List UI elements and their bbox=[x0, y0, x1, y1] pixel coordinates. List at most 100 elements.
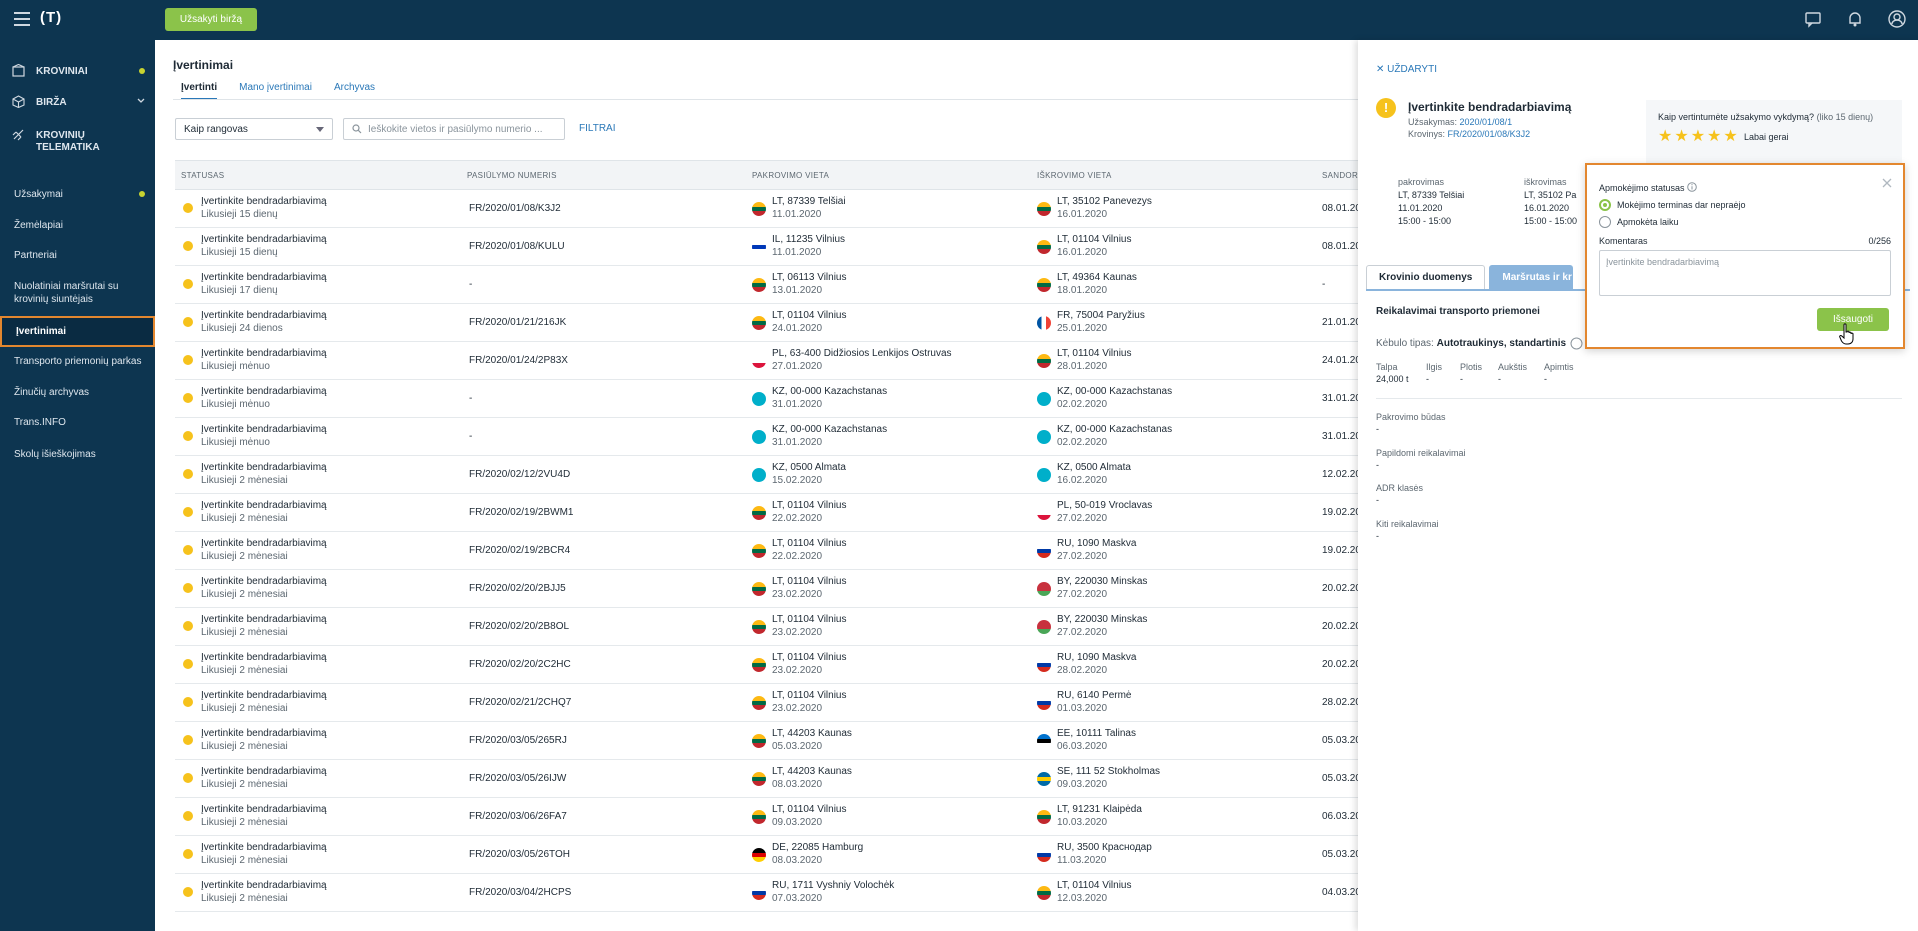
chevron-down-icon bbox=[137, 98, 145, 103]
table-row[interactable]: Įvertinkite bendradarbiavimą Likusieji 2 … bbox=[175, 798, 1361, 836]
sidebar-item-maps[interactable]: Žemėlapiai bbox=[0, 219, 155, 232]
close-button[interactable]: ✕ UŽDARYTI bbox=[1376, 64, 1437, 75]
table-row[interactable]: Įvertinkite bendradarbiavimą Likusieji 2 … bbox=[175, 874, 1361, 912]
warning-icon bbox=[183, 241, 193, 251]
status-time-left: Likusieji mėnuo bbox=[201, 399, 270, 410]
sidebar-item-label: Žinučių archyvas bbox=[14, 387, 90, 398]
unloading-place: LT, 01104 Vilnius bbox=[1057, 348, 1132, 359]
table-row[interactable]: Įvertinkite bendradarbiavimą Likusieji 2 … bbox=[175, 456, 1361, 494]
table-row[interactable]: Įvertinkite bendradarbiavimą Likusieji 15… bbox=[175, 228, 1361, 266]
unloading-date: 09.03.2020 bbox=[1057, 779, 1108, 790]
tab-my-ratings[interactable]: Mano įvertinimai bbox=[239, 82, 312, 93]
table-row[interactable]: Įvertinkite bendradarbiavimą Likusieji 2 … bbox=[175, 570, 1361, 608]
menu-icon[interactable] bbox=[14, 12, 30, 26]
deal-date: 31.01.20 bbox=[1322, 431, 1361, 442]
deal-date: 21.01.20 bbox=[1322, 317, 1361, 328]
sidebar-item-label: Įvertinimai bbox=[16, 326, 67, 337]
loading-place: LT, 87339 Telšiai bbox=[772, 196, 846, 207]
sidebar-item-messages[interactable]: Žinučių archyvas bbox=[0, 386, 155, 399]
table-row[interactable]: Įvertinkite bendradarbiavimą Likusieji 15… bbox=[175, 190, 1361, 228]
sidebar-item-transinfo[interactable]: Trans.INFO bbox=[0, 416, 155, 429]
cargo-link[interactable]: FR/2020/01/08/K3J2 bbox=[1447, 129, 1531, 139]
tab-archive[interactable]: Archyvas bbox=[333, 82, 376, 93]
offer-number: FR/2020/03/05/26IJW bbox=[469, 773, 567, 784]
table-row[interactable]: Įvertinkite bendradarbiavimą Likusieji mė… bbox=[175, 418, 1361, 456]
info-icon[interactable] bbox=[1570, 337, 1583, 350]
tab-to-rate[interactable]: Įvertinti bbox=[181, 82, 218, 100]
sidebar-item-debt[interactable]: Skolų išieškojimas bbox=[0, 448, 155, 461]
status-time-left: Likusieji 2 mėnesiai bbox=[201, 665, 288, 676]
offer-number: FR/2020/01/21/216JK bbox=[469, 317, 567, 328]
order-link[interactable]: 2020/01/08/1 bbox=[1459, 117, 1513, 127]
dim-label: Apimtis bbox=[1544, 362, 1574, 372]
close-label: UŽDARYTI bbox=[1387, 64, 1437, 75]
chat-icon[interactable] bbox=[1804, 10, 1822, 28]
table-row[interactable]: Įvertinkite bendradarbiavimą Likusieji 2 … bbox=[175, 608, 1361, 646]
table-row[interactable]: Įvertinkite bendradarbiavimą Likusieji 2 … bbox=[175, 684, 1361, 722]
table-row[interactable]: Įvertinkite bendradarbiavimą Likusieji 2 … bbox=[175, 532, 1361, 570]
radio-label: Apmokėta laiku bbox=[1617, 217, 1679, 227]
status-time-left: Likusieji mėnuo bbox=[201, 437, 270, 448]
table-row[interactable]: Įvertinkite bendradarbiavimą Likusieji 2 … bbox=[175, 646, 1361, 684]
dim-value: 24,000 t bbox=[1376, 374, 1409, 384]
sidebar-item-ratings[interactable]: Įvertinimai bbox=[0, 316, 155, 347]
info-icon[interactable] bbox=[1687, 182, 1697, 192]
unloading-date: 02.02.2020 bbox=[1057, 399, 1108, 410]
close-icon[interactable] bbox=[1881, 177, 1893, 189]
flag-kz-icon bbox=[1037, 468, 1051, 482]
table-body: Įvertinkite bendradarbiavimą Likusieji 15… bbox=[175, 190, 1361, 912]
tab-cargo-data[interactable]: Krovinio duomenys bbox=[1366, 265, 1486, 289]
search-input[interactable]: Ieškokite vietos ir pasiūlymo numerio ..… bbox=[343, 118, 565, 140]
offer-number: FR/2020/02/19/2BCR4 bbox=[469, 545, 571, 556]
sidebar-item-routes[interactable]: Nuolatiniai maršrutai su krovinių siuntėj… bbox=[0, 280, 155, 306]
unloading-place: LT, 49364 Kaunas bbox=[1057, 272, 1137, 283]
status-time-left: Likusieji 2 mėnesiai bbox=[201, 589, 288, 600]
status-text: Įvertinkite bendradarbiavimą bbox=[201, 272, 327, 283]
sidebar-item-label: Užsakymai bbox=[14, 189, 63, 200]
radio-paid-on-time[interactable] bbox=[1599, 216, 1611, 228]
user-icon[interactable] bbox=[1888, 10, 1906, 28]
unloading-place: RU, 6140 Permė bbox=[1057, 690, 1132, 701]
warning-icon bbox=[183, 735, 193, 745]
sidebar-item-orders[interactable]: Užsakymai bbox=[0, 188, 155, 201]
tab-bar: Įvertinti Mano įvertinimai Archyvas bbox=[181, 82, 375, 100]
table-row[interactable]: Įvertinkite bendradarbiavimą Likusieji 17… bbox=[175, 266, 1358, 304]
save-button[interactable]: Išsaugoti bbox=[1817, 308, 1889, 331]
loading-place: LT, 01104 Vilnius bbox=[772, 804, 847, 815]
flag-il-icon bbox=[752, 240, 766, 254]
table-row[interactable]: Įvertinkite bendradarbiavimą Likusieji 2 … bbox=[175, 760, 1361, 798]
table-row[interactable]: Įvertinkite bendradarbiavimą Likusieji 24… bbox=[175, 304, 1361, 342]
unloading-date: 18.01.2020 bbox=[1057, 285, 1108, 296]
flag-ru-icon bbox=[1037, 544, 1051, 558]
table-row[interactable]: Įvertinkite bendradarbiavimą Likusieji 2 … bbox=[175, 494, 1361, 532]
table-row[interactable]: Įvertinkite bendradarbiavimą Likusieji 2 … bbox=[175, 722, 1361, 760]
table-row[interactable]: Įvertinkite bendradarbiavimą Likusieji mė… bbox=[175, 380, 1361, 418]
radio-term-not-passed[interactable] bbox=[1599, 199, 1611, 211]
loading-date: 11.01.2020 bbox=[772, 247, 822, 258]
tab-route[interactable]: Maršrutas ir kro bbox=[1489, 265, 1574, 289]
sidebar-item-label: Trans.INFO bbox=[14, 417, 66, 428]
deal-date: 20.02.20 bbox=[1322, 621, 1361, 632]
role-select[interactable]: Kaip rangovas bbox=[175, 118, 333, 140]
star-rating[interactable]: ★★★★★ bbox=[1658, 128, 1740, 145]
filter-button[interactable]: FILTRAI bbox=[579, 123, 616, 134]
dim-value: - bbox=[1460, 374, 1463, 384]
bell-icon[interactable] bbox=[1846, 10, 1864, 28]
deal-date: 05.03.20 bbox=[1322, 735, 1361, 746]
table-row[interactable]: Įvertinkite bendradarbiavimą Likusieji 2 … bbox=[175, 836, 1361, 874]
offer-number: FR/2020/01/08/KULU bbox=[469, 241, 565, 252]
table-row[interactable]: Įvertinkite bendradarbiavimą Likusieji mė… bbox=[175, 342, 1361, 380]
status-time-left: Likusieji 2 mėnesiai bbox=[201, 627, 288, 638]
sidebar-item-partners[interactable]: Partneriai bbox=[0, 249, 155, 262]
loading-date: 13.01.2020 bbox=[772, 285, 823, 296]
order-exchange-button[interactable]: Užsakyti biržą bbox=[165, 8, 257, 31]
status-text: Įvertinkite bendradarbiavimą bbox=[201, 462, 327, 473]
comment-textarea[interactable]: Įvertinkite bendradarbiavimą bbox=[1599, 250, 1891, 296]
status-text: Įvertinkite bendradarbiavimą bbox=[201, 386, 327, 397]
sidebar-item-fleet[interactable]: Transporto priemonių parkas bbox=[0, 355, 155, 368]
flag-kz-icon bbox=[1037, 392, 1051, 406]
radio-label: Mokėjimo terminas dar nepraėjo bbox=[1617, 200, 1746, 210]
sidebar-item-telematics[interactable]: KROVINIŲ TELEMATIKA bbox=[0, 128, 155, 158]
flag-lt-icon bbox=[752, 202, 766, 216]
unloading-place: BY, 220030 Minskas bbox=[1057, 576, 1148, 587]
